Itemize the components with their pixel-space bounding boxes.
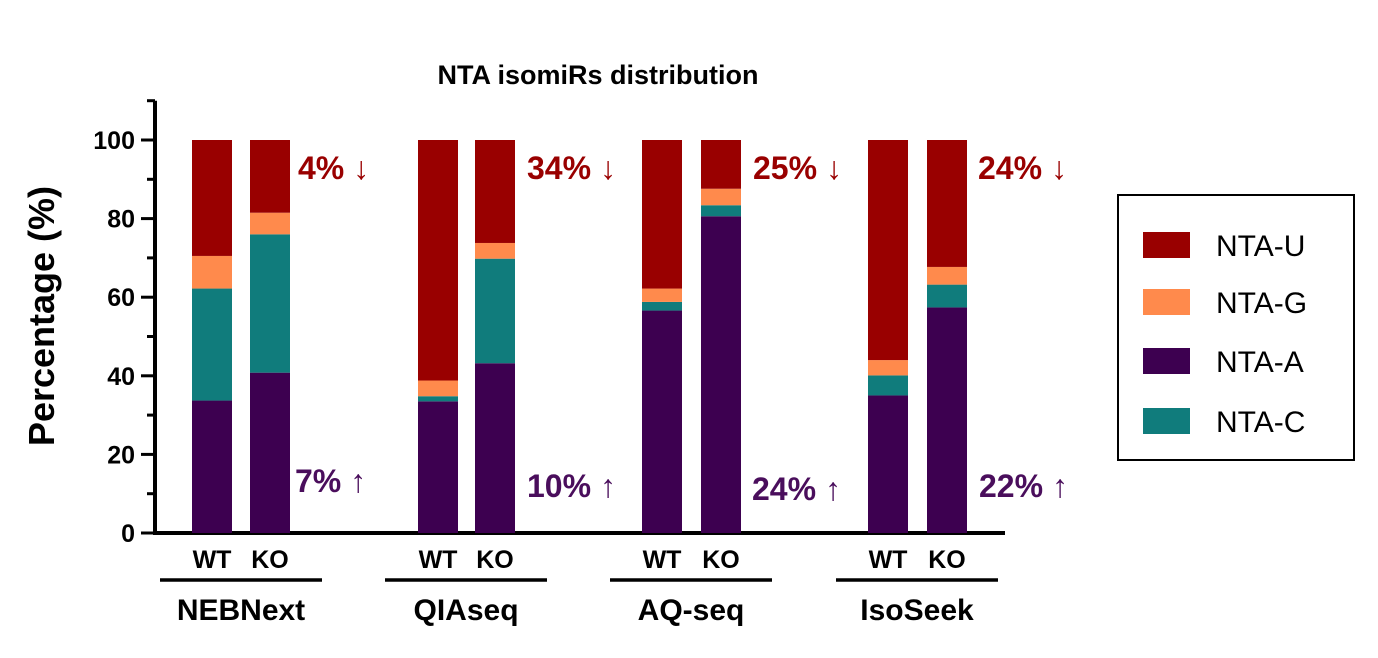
- bar-segment-nta-g: [192, 255, 232, 289]
- bar-segment-nta-c: [475, 258, 515, 364]
- method-label: IsoSeek: [860, 594, 974, 627]
- stacked-bar: [475, 140, 515, 533]
- condition-label: KO: [702, 546, 740, 574]
- bar-segment-nta-g: [642, 288, 682, 302]
- bar-segment-nta-u: [418, 140, 458, 381]
- bar-segment-nta-c: [642, 301, 682, 311]
- bar-segment-nta-g: [250, 212, 290, 235]
- legend-label: NTA-G: [1216, 287, 1307, 320]
- legend-swatch: [1143, 232, 1190, 258]
- bar-segment-nta-a: [192, 400, 232, 533]
- stacked-bar: [418, 140, 458, 533]
- bar-segment-nta-a: [250, 372, 290, 533]
- chart-title: NTA isomiRs distribution: [438, 60, 759, 90]
- y-axis-label: Percentage (%): [21, 186, 62, 446]
- bar-segment-nta-g: [927, 266, 967, 285]
- legend-label: NTA-A: [1216, 346, 1304, 379]
- x-axis-labels: WT KO NEBNext WT KO QIAseq WT KO AQ-seq WT KO IsoSe…: [160, 546, 998, 627]
- method-label: AQ-seq: [638, 594, 745, 627]
- legend-swatch: [1143, 408, 1190, 434]
- decrease-annotation: 4% ↓: [298, 150, 369, 186]
- bar-segment-nta-u: [192, 140, 232, 256]
- axes: 0 20 40 60 80 100: [93, 99, 1005, 548]
- decrease-annotation: 24% ↓: [978, 150, 1067, 186]
- bar-segment-nta-c: [250, 234, 290, 373]
- bar-segment-nta-a: [642, 310, 682, 533]
- legend: NTA-U NTA-G NTA-A NTA-C: [1117, 194, 1355, 461]
- bar-segment-nta-u: [701, 140, 741, 189]
- increase-annotation: 7% ↑: [295, 463, 366, 499]
- bar-segment-nta-c: [868, 375, 908, 396]
- decrease-annotation: 34% ↓: [527, 150, 616, 186]
- bar-segment-nta-g: [475, 242, 515, 259]
- bar-segment-nta-a: [701, 216, 741, 533]
- condition-label: WT: [869, 546, 908, 574]
- condition-label: KO: [251, 546, 289, 574]
- bar-segment-nta-u: [475, 140, 515, 243]
- increase-annotation: 24% ↑: [752, 471, 841, 507]
- legend-swatch: [1143, 348, 1190, 374]
- condition-label: KO: [476, 546, 514, 574]
- stacked-bar: [192, 140, 232, 533]
- y-tick-label: 100: [93, 127, 135, 155]
- bars: [192, 140, 967, 533]
- stacked-bar: [868, 140, 908, 533]
- change-annotations: 4% ↓ 34% ↓ 25% ↓ 24% ↓ 7% ↑ 10% ↑ 24% ↑ 22% ↑: [295, 150, 1068, 507]
- stacked-bar: [701, 140, 741, 533]
- y-tick-label: 40: [107, 363, 135, 391]
- bar-segment-nta-u: [642, 140, 682, 289]
- bar-segment-nta-a: [418, 401, 458, 533]
- condition-label: WT: [193, 546, 232, 574]
- condition-label: KO: [928, 546, 966, 574]
- bar-segment-nta-u: [927, 140, 967, 267]
- bar-segment-nta-g: [701, 188, 741, 206]
- y-tick-label: 0: [121, 520, 135, 548]
- bar-segment-nta-g: [868, 360, 908, 376]
- y-tick-label: 80: [107, 206, 135, 234]
- y-tick-label: 20: [107, 441, 135, 469]
- legend-label: NTA-U: [1216, 230, 1305, 263]
- bar-segment-nta-u: [868, 140, 908, 361]
- bar-segment-nta-c: [418, 396, 458, 402]
- method-label: NEBNext: [177, 594, 305, 627]
- increase-annotation: 22% ↑: [979, 468, 1068, 504]
- bar-segment-nta-a: [927, 307, 967, 533]
- method-label: QIAseq: [413, 594, 518, 627]
- increase-annotation: 10% ↑: [527, 468, 616, 504]
- decrease-annotation: 25% ↓: [753, 150, 842, 186]
- bar-segment-nta-c: [192, 288, 232, 401]
- bar-segment-nta-a: [868, 395, 908, 533]
- stacked-bar: [642, 140, 682, 533]
- condition-label: WT: [643, 546, 682, 574]
- condition-label: WT: [419, 546, 458, 574]
- legend-label: NTA-C: [1216, 406, 1305, 439]
- bar-segment-nta-c: [927, 284, 967, 308]
- bar-segment-nta-g: [418, 380, 458, 397]
- bar-segment-nta-c: [701, 205, 741, 217]
- bar-segment-nta-u: [250, 140, 290, 213]
- y-tick-label: 60: [107, 284, 135, 312]
- legend-swatch: [1143, 289, 1190, 315]
- bar-segment-nta-a: [475, 363, 515, 533]
- stacked-bar: [250, 140, 290, 533]
- stacked-bar: [927, 140, 967, 533]
